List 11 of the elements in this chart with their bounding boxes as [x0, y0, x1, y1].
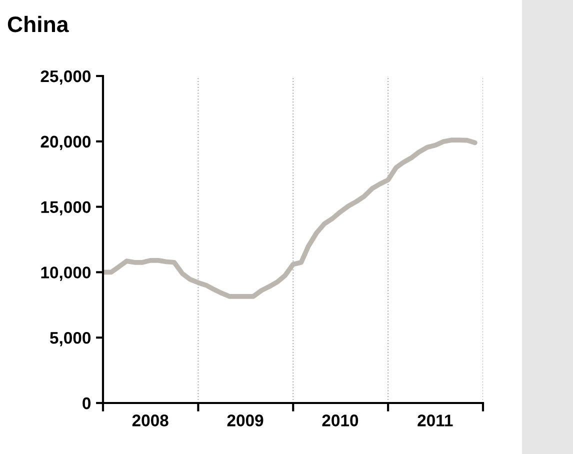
y-tick-label: 15,000 — [41, 201, 91, 216]
y-tick-label: 10,000 — [41, 266, 91, 281]
x-tick-label: 2008 — [132, 414, 168, 426]
y-tick-label: 25,000 — [40, 70, 91, 85]
x-tick-label: 2011 — [418, 414, 453, 426]
y-tick-label: 5,000 — [50, 332, 91, 346]
chart-title: China — [8, 16, 69, 32]
x-tick-label: 2010 — [322, 414, 358, 426]
y-tick-label: 0 — [82, 397, 91, 410]
y-tick-label: 20,000 — [40, 136, 91, 150]
x-tick-label: 2009 — [227, 414, 264, 426]
